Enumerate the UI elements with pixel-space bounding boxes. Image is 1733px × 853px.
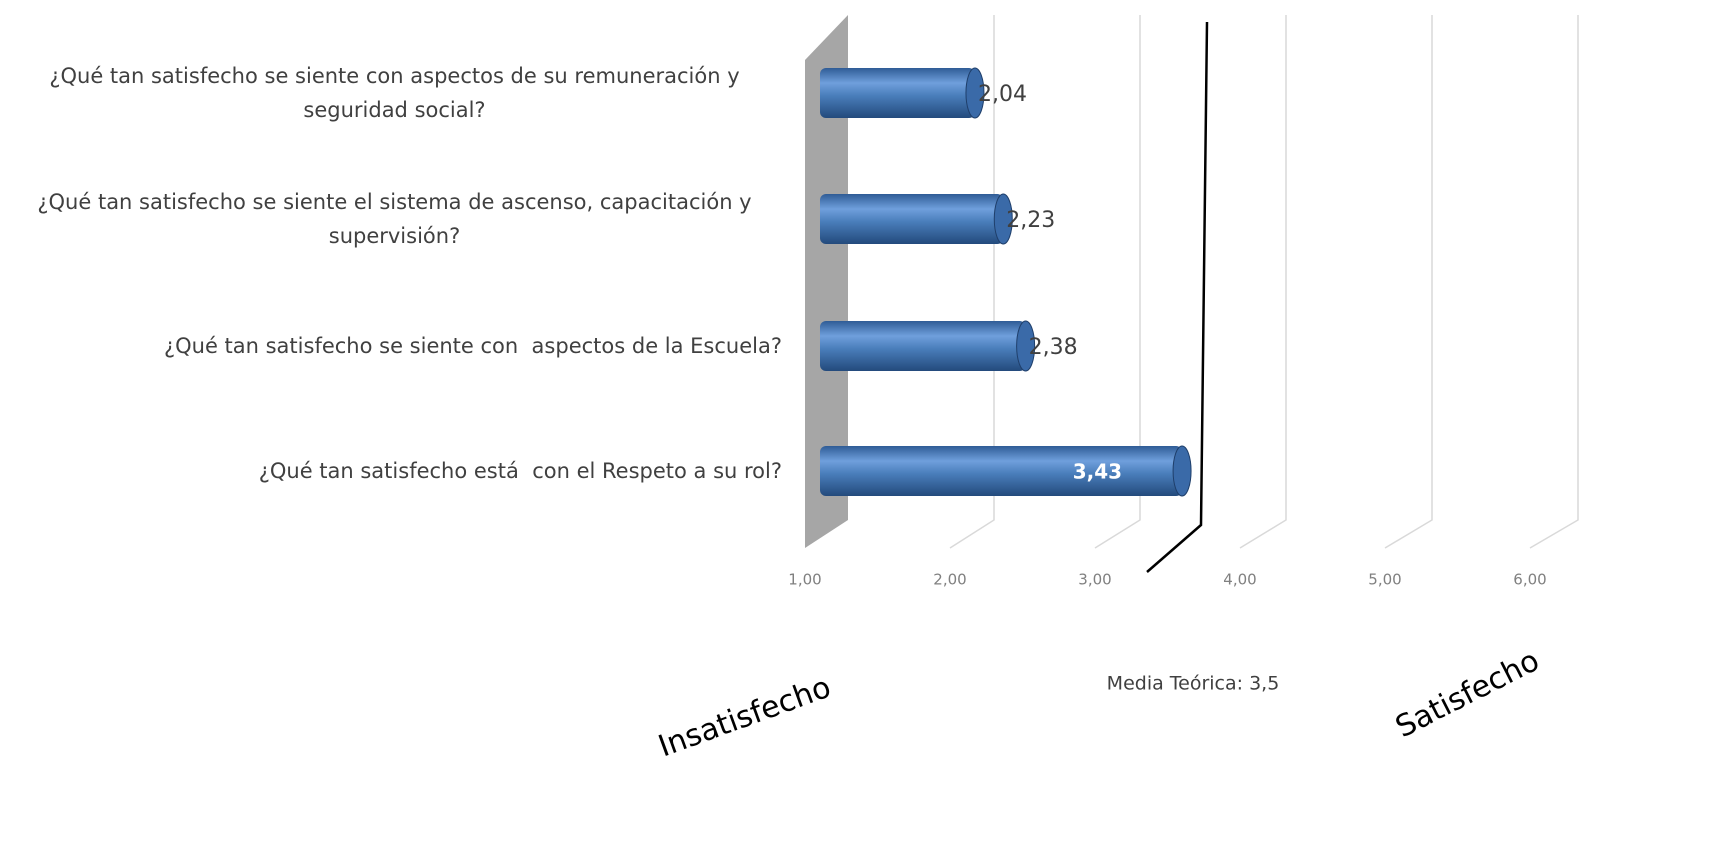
grid-line [1384, 15, 1433, 549]
category-text: ¿Qué tan satisfecho se siente el sistema… [37, 190, 759, 248]
value-label: 3,43 [1073, 460, 1122, 484]
reference-label: Media Teórica: 3,5 [1107, 673, 1280, 695]
x-tick-label: 4,00 [1223, 571, 1256, 589]
value-label: 2,04 [978, 82, 1027, 107]
grid-line [1094, 15, 1141, 549]
bar-cap [993, 193, 1013, 245]
category-label: ¿Qué tan satisfecho se siente con aspect… [0, 59, 782, 127]
bar [820, 446, 1183, 496]
x-tick-label: 2,00 [933, 571, 966, 589]
left-wall [805, 15, 848, 548]
x-tick-label: 1,00 [788, 571, 821, 589]
annotation: Satisfecho [1390, 643, 1545, 745]
value-label: 2,23 [1006, 208, 1055, 233]
bar-cap [1016, 320, 1036, 372]
x-tick-label: 3,00 [1078, 571, 1111, 589]
grid-line [949, 15, 995, 549]
category-text: ¿Qué tan satisfecho está con el Respeto … [258, 459, 782, 483]
bar [820, 321, 1026, 371]
bar [820, 194, 1004, 244]
category-label: ¿Qué tan satisfecho está con el Respeto … [0, 454, 782, 488]
grid-line [1529, 15, 1579, 549]
value-label: 2,38 [1029, 335, 1078, 360]
x-tick-label: 5,00 [1368, 571, 1401, 589]
bar [820, 68, 975, 118]
category-text: ¿Qué tan satisfecho se siente con aspect… [163, 334, 782, 358]
x-tick-label: 6,00 [1513, 571, 1546, 589]
bar-cap [965, 67, 985, 119]
reference-line [1146, 21, 1209, 573]
category-label: ¿Qué tan satisfecho se siente con aspect… [0, 329, 782, 363]
bar-cap [1172, 445, 1192, 497]
grid-line [1239, 15, 1287, 549]
category-text: ¿Qué tan satisfecho se siente con aspect… [49, 64, 747, 122]
annotation: Insatisfecho [654, 670, 836, 765]
category-label: ¿Qué tan satisfecho se siente el sistema… [0, 185, 782, 253]
